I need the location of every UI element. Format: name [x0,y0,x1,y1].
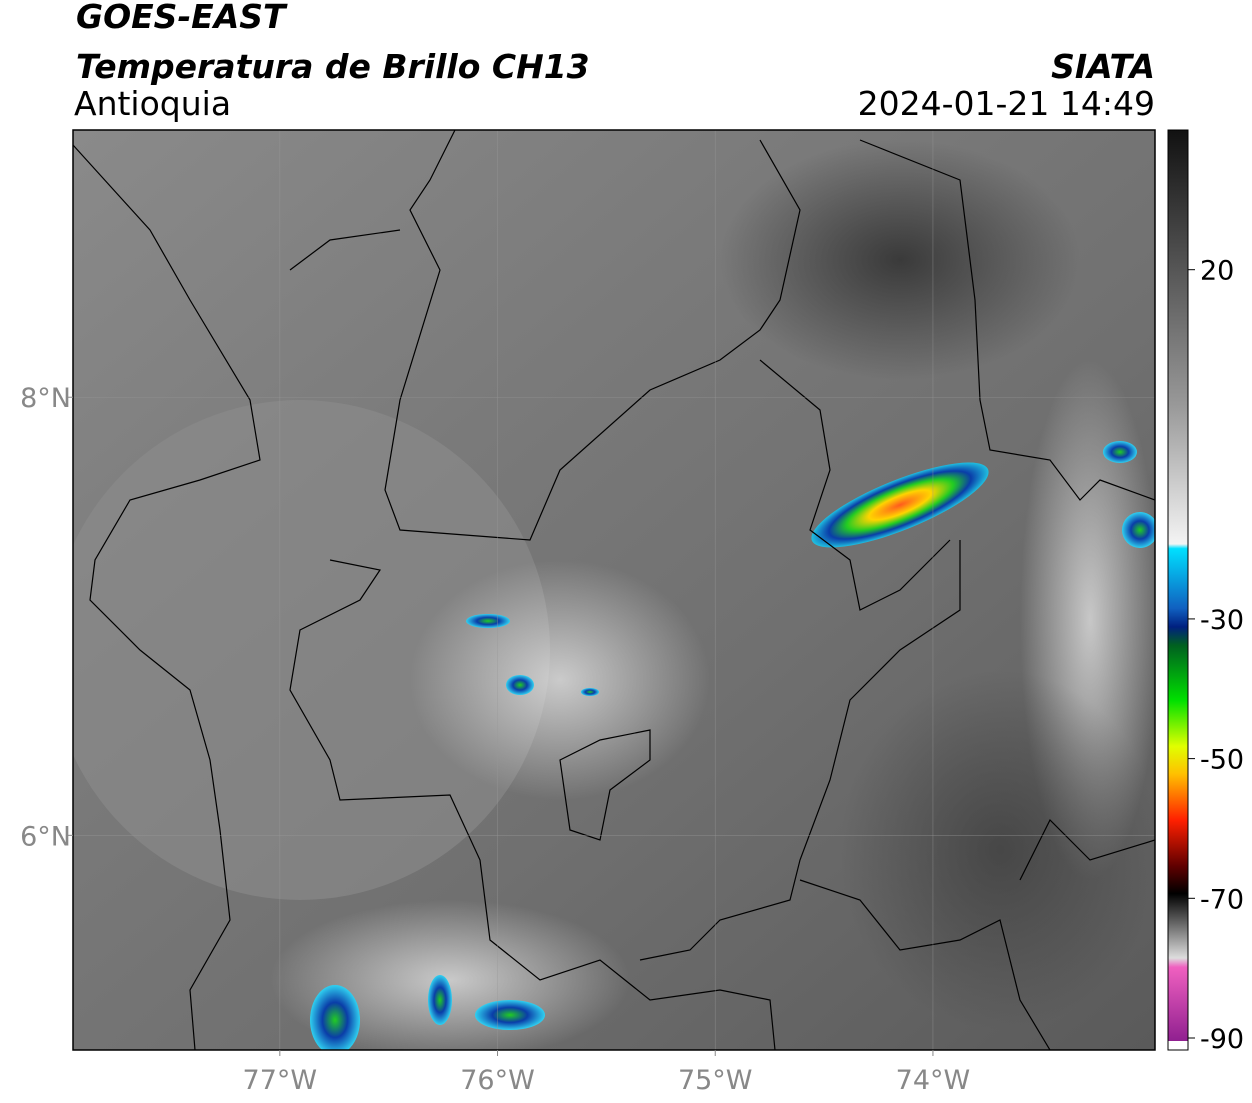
colorbar-tick-label: -90 [1200,1024,1244,1055]
subtitle: Temperatura de Brillo CH13 [76,47,590,86]
imagery [73,130,1155,1050]
datetime: 2024-01-21 14:49 [858,84,1155,123]
source: SIATA [1051,47,1155,86]
colorbar [1167,129,1189,1051]
colorbar-tick-label: -50 [1200,745,1244,776]
colorbar-tick-label: 20 [1200,256,1234,287]
x-tick-label: 77°W [243,1065,318,1096]
x-tick-label: 74°W [896,1065,971,1096]
title: GOES-EAST [76,0,288,36]
x-tick-label: 76°W [460,1065,535,1096]
map-frame [72,129,1156,1051]
y-tick-label: 8°N [20,383,71,414]
colorbar-tick-label: -30 [1200,605,1244,636]
colorbar-tick-label: -70 [1200,884,1244,915]
x-tick-label: 75°W [678,1065,753,1096]
y-tick-label: 6°N [20,821,71,852]
region: Antioquia [74,84,231,123]
